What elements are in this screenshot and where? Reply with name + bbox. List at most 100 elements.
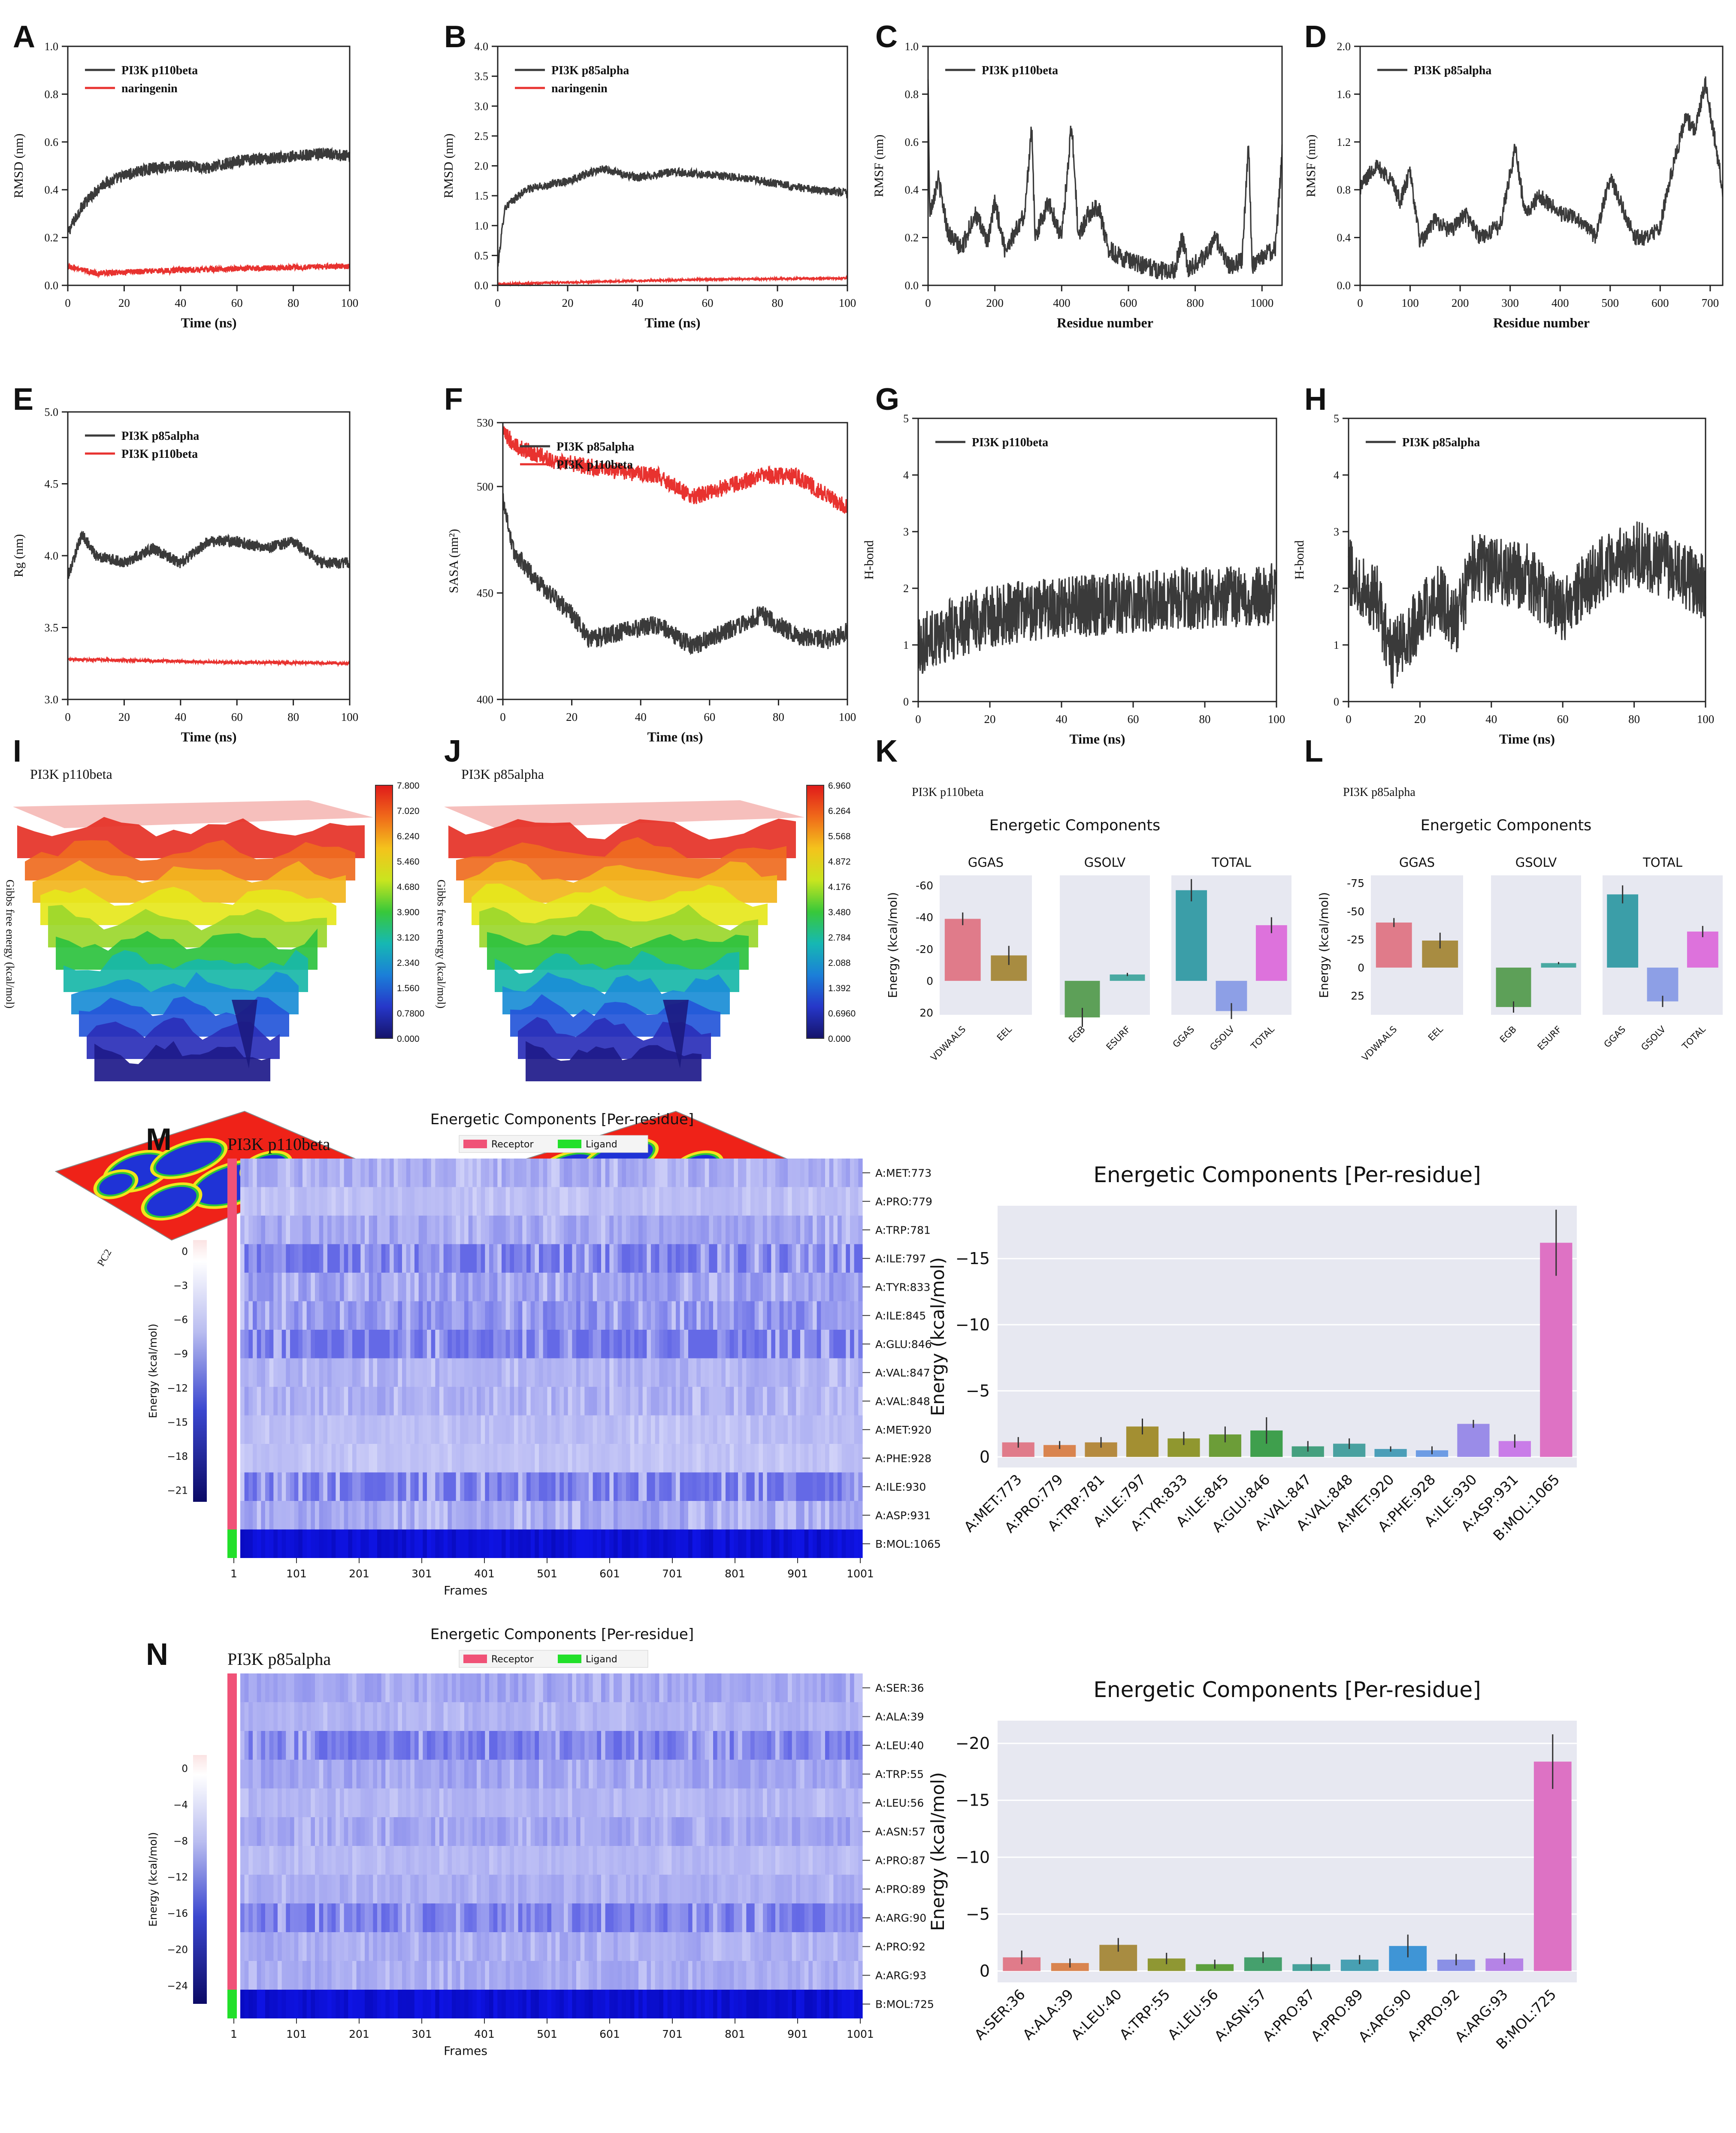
heatmap-cell xyxy=(560,1702,564,1731)
y-tick-label: 4 xyxy=(1334,469,1339,481)
heatmap-cell xyxy=(584,1358,589,1387)
heatmap-cell xyxy=(464,1358,469,1387)
y-axis-label: RMSF (nm) xyxy=(1304,135,1318,197)
heatmap-cell xyxy=(514,1501,519,1530)
heatmap-cell xyxy=(414,1301,419,1330)
heatmap-cell xyxy=(502,1817,506,1846)
heatmap-cell xyxy=(497,1731,502,1760)
heatmap-cell xyxy=(555,1760,560,1788)
heatmap-cell xyxy=(775,1903,780,1932)
heatmap-cell xyxy=(560,1472,564,1501)
heatmap-cell xyxy=(298,1760,303,1788)
heatmap-cell xyxy=(576,1932,581,1961)
heatmap-cell xyxy=(360,1817,365,1846)
heatmap-cell xyxy=(729,1673,734,1702)
heatmap-cell xyxy=(302,1501,307,1530)
heatmap-cell xyxy=(257,1760,261,1788)
heatmap-cell xyxy=(240,1501,245,1530)
heatmap-cell xyxy=(410,1702,415,1731)
y-tick-label: 500 xyxy=(477,481,493,493)
heatmap-cell xyxy=(485,1702,490,1731)
heatmap-cell xyxy=(514,1875,519,1903)
heatmap-cell xyxy=(560,1731,564,1760)
heatmap-cell xyxy=(688,1846,693,1875)
heatmap-cell xyxy=(248,1472,253,1501)
heatmap-cell xyxy=(593,1817,597,1846)
heatmap-cell xyxy=(850,1216,855,1244)
y-tick-label: 1.0 xyxy=(905,40,919,53)
heatmap-cell xyxy=(617,1903,622,1932)
heatmap-cell xyxy=(838,1358,842,1387)
heatmap-cell xyxy=(489,1817,494,1846)
heatmap-cell xyxy=(829,1702,834,1731)
heatmap-cell xyxy=(244,1387,249,1416)
legend-label: naringenin xyxy=(551,82,608,95)
heatmap-cell xyxy=(336,1187,340,1216)
panel-B: 0 20 40 60 80 1000.00.51.01.52.02.53.03.54.0T… xyxy=(442,40,856,330)
heatmap-cell xyxy=(381,1846,386,1875)
heatmap-cell xyxy=(759,1415,763,1444)
heatmap-cell xyxy=(726,1358,730,1387)
heatmap-cell xyxy=(555,1330,560,1358)
heatmap-cell xyxy=(779,1990,784,2018)
heatmap-cell xyxy=(738,1788,743,1817)
heatmap-cell xyxy=(626,1817,631,1846)
z-axis-label: Gibbs free energy (kcal/mol) xyxy=(435,880,448,1009)
plot-frame xyxy=(917,418,1277,702)
heatmap-cell xyxy=(726,1187,730,1216)
heatmap-cell xyxy=(431,1731,436,1760)
heatmap-cell xyxy=(456,1961,460,1990)
heatmap-cell xyxy=(493,1444,498,1473)
heatmap-cell xyxy=(240,1415,245,1444)
heatmap-cell xyxy=(746,1216,751,1244)
heatmap-cell xyxy=(402,1301,407,1330)
heatmap-cell xyxy=(385,1990,390,2018)
heatmap-cell xyxy=(485,1788,490,1817)
heatmap-cell xyxy=(306,1216,311,1244)
heatmap-cell xyxy=(398,1846,402,1875)
heatmap-cell xyxy=(817,1961,821,1990)
heatmap-cell xyxy=(311,1501,315,1530)
heatmap-cell xyxy=(655,1760,659,1788)
heatmap-cell xyxy=(393,1358,398,1387)
heatmap-cell xyxy=(427,1903,432,1932)
heatmap-cell xyxy=(813,1961,817,1990)
heatmap-cell xyxy=(560,1875,564,1903)
contour-core xyxy=(156,1142,222,1175)
heatmap-cell xyxy=(721,1415,726,1444)
x-tick-label: GGAS xyxy=(1171,1024,1197,1050)
heatmap-cell xyxy=(713,1846,718,1875)
heatmap-cell xyxy=(775,1529,780,1558)
heatmap-cell xyxy=(535,1415,539,1444)
heatmap-cell xyxy=(759,1846,763,1875)
heatmap-cell xyxy=(854,1817,859,1846)
heatmap-cell xyxy=(821,1990,826,2018)
heatmap-cell xyxy=(360,1990,365,2018)
heatmap-cell xyxy=(754,1702,759,1731)
y-tick-label: 3 xyxy=(1334,526,1339,538)
heatmap-cell xyxy=(609,1387,614,1416)
heatmap-cell xyxy=(775,1244,780,1273)
heatmap-cell xyxy=(692,1387,697,1416)
heatmap-cell xyxy=(286,1990,290,2018)
heatmap-cell xyxy=(584,1875,589,1903)
heatmap-cell xyxy=(323,1702,328,1731)
heatmap-cell xyxy=(518,1817,523,1846)
heatmap-cell xyxy=(688,1444,693,1473)
y-tick-label: 3.5 xyxy=(45,622,59,634)
heatmap-cell xyxy=(729,1415,734,1444)
heatmap-cell xyxy=(796,1760,801,1788)
heatmap-cell xyxy=(838,1702,842,1731)
row-side-color xyxy=(227,1961,237,1990)
heatmap-cell xyxy=(410,1529,415,1558)
heatmap-cell xyxy=(510,1244,514,1273)
heatmap-cell xyxy=(278,1903,282,1932)
heatmap-cell xyxy=(269,1444,274,1473)
heatmap-cell xyxy=(547,1244,552,1273)
heatmap-cell xyxy=(294,1415,299,1444)
heatmap-cell xyxy=(360,1244,365,1273)
heatmap-cell xyxy=(456,1760,460,1788)
heatmap-cell xyxy=(319,1159,324,1187)
heatmap-cell xyxy=(489,1961,494,1990)
heatmap-cell xyxy=(638,1529,643,1558)
